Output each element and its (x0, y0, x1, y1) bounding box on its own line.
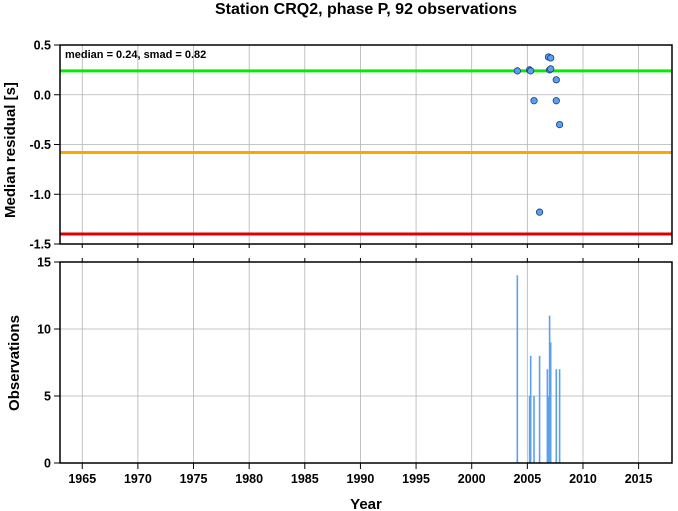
bottom-y-tick-label: 10 (37, 323, 51, 337)
residual-point (535, 208, 544, 216)
x-ticks: 1965 1970 1975 1980 1985 1990 1995 2000 2005 2010… (68, 244, 653, 486)
chart-title: Station CRQ2, phase P, 92 observations (215, 1, 517, 18)
bottom-y-ticks: 15 10 5 0 (37, 256, 60, 471)
bottom-y-tick-label: 15 (37, 256, 51, 270)
x-tick-label: 1975 (180, 472, 208, 486)
residual-point (527, 67, 535, 75)
bottom-panel-grid (60, 261, 672, 464)
median-smad-annotation: median = 0.24, smad = 0.82 (65, 49, 206, 61)
bottom-y-axis-label: Observations (6, 315, 23, 411)
x-tick-label: 1985 (291, 472, 319, 486)
reference-lines (60, 69, 672, 236)
top-y-tick-label: -1.0 (29, 188, 51, 202)
residual-point (556, 121, 564, 129)
x-tick-label: 1990 (347, 472, 375, 486)
residual-point (547, 65, 555, 73)
x-tick-label: 1970 (124, 472, 152, 486)
bottom-panel-frame (59, 261, 673, 464)
top-y-tick-label: 0.0 (34, 88, 51, 102)
residual-point (552, 97, 560, 105)
x-tick-label: 2000 (458, 472, 486, 486)
observation-bars (516, 275, 561, 463)
top-y-ticks: 0.5 0.0 -0.5 -1.0 -1.5 (29, 39, 60, 252)
residual-point (552, 76, 560, 84)
x-tick-label: 1965 (68, 472, 96, 486)
residual-point (530, 97, 538, 105)
residual-point (513, 67, 521, 75)
x-tick-label: 1995 (402, 472, 430, 486)
top-panel-grid (60, 44, 672, 245)
x-tick-label: 2015 (625, 472, 653, 486)
top-y-tick-label: -1.5 (29, 238, 51, 252)
residual-points (513, 53, 564, 216)
bottom-y-tick-label: 5 (44, 390, 51, 404)
bottom-y-tick-label: 0 (44, 457, 51, 471)
top-y-tick-label: 0.5 (34, 39, 51, 53)
x-tick-label: 1980 (235, 472, 263, 486)
x-tick-label: 2010 (569, 472, 597, 486)
residual-point (547, 54, 555, 62)
top-y-axis-label: Median residual [s] (2, 82, 19, 218)
x-tick-label: 2005 (513, 472, 541, 486)
x-axis-label: Year (350, 496, 382, 511)
top-y-tick-label: -0.5 (29, 138, 51, 152)
